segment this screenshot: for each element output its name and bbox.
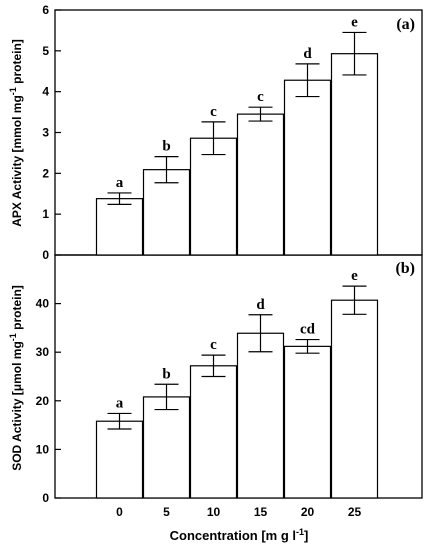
- panel-b-bar-20: [283, 345, 332, 499]
- panel-a-ytick-label-0: 0: [42, 248, 49, 262]
- panel-a-ytick-label-1: 1: [42, 207, 49, 221]
- x-tick-label-25: 25: [348, 505, 362, 519]
- panel-a-bar-15: [236, 113, 285, 256]
- panel-b-bar-0: [95, 420, 144, 499]
- x-tick-label-0: 0: [116, 505, 123, 519]
- panel-a-significance-10: c: [210, 104, 217, 120]
- panel-a-ytick-label-6: 6: [42, 3, 49, 17]
- panel-a-significance-5: b: [162, 139, 170, 155]
- panel-a-bar-25: [330, 53, 379, 256]
- x-tick-label-20: 20: [301, 505, 315, 519]
- x-axis-label: Concentration [m g l-1]: [170, 527, 309, 543]
- panel-b-y-axis-label: SOD Activity [μmol mg-1 protein]: [8, 285, 24, 471]
- panel-b-bar-15: [236, 332, 285, 499]
- panel-a-bar-0: [95, 198, 144, 256]
- x-tick-label-10: 10: [207, 505, 221, 519]
- panel-a-ytick-label-4: 4: [42, 85, 49, 99]
- panel-a-bar-20: [283, 79, 332, 256]
- panel-b-ytick-label-3: 30: [36, 345, 50, 359]
- panel-b-significance-0: a: [116, 395, 124, 411]
- panel-b-ytick-label-0: 0: [42, 491, 49, 505]
- panel-b-bar-10: [189, 365, 238, 499]
- panel-a-significance-20: d: [303, 46, 312, 62]
- panel-b-significance-5: b: [162, 366, 170, 382]
- panel-b-significance-25: e: [351, 268, 358, 284]
- panel-b-ytick-label-4: 40: [36, 297, 50, 311]
- panel-b-significance-20: cd: [300, 322, 316, 338]
- panel-b-significance-15: d: [256, 297, 265, 313]
- panel-a-label: (a): [396, 16, 415, 33]
- panel-b-significance-10: c: [210, 337, 217, 353]
- panel-a-ytick-label-5: 5: [42, 44, 49, 58]
- panel-b-ytick-label-2: 20: [36, 394, 50, 408]
- x-tick-label-15: 15: [254, 505, 268, 519]
- panel-b-bar-5: [142, 396, 191, 499]
- panel-a-significance-15: c: [257, 89, 264, 105]
- panel-a-ytick-label-3: 3: [42, 126, 49, 140]
- x-tick-labels: 0 5 10 15 20 25: [116, 505, 361, 519]
- x-tick-label-5: 5: [163, 505, 170, 519]
- panel-b-ytick-label-1: 10: [36, 442, 50, 456]
- panel-a-significance-25: e: [351, 14, 358, 30]
- panel-a-significance-0: a: [116, 175, 124, 191]
- panel-a-ytick-label-2: 2: [42, 166, 49, 180]
- panel-b-label: (b): [395, 260, 415, 277]
- panel-a: 0 1 2 3 4 5 6 a b c c d e: [42, 3, 379, 262]
- panel-b-bar-25: [330, 299, 379, 499]
- panel-a-y-axis-label: APX Activity [mmol mg-1 protein]: [8, 39, 24, 227]
- panel-a-bar-10: [189, 137, 238, 256]
